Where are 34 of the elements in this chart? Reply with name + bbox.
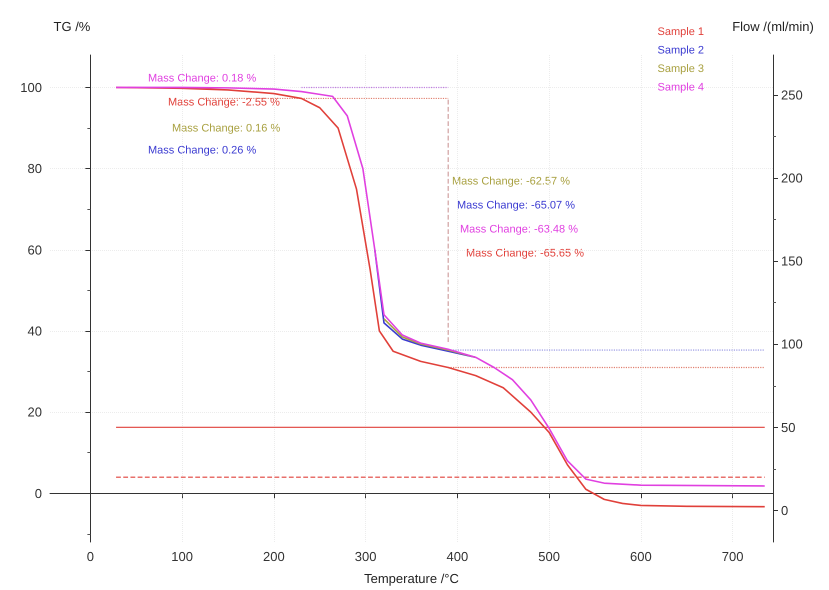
- y-tick-label: 60: [28, 242, 42, 258]
- y-tick-label: 100: [20, 80, 42, 95]
- annotation: Mass Change: -62.57 %: [452, 176, 570, 188]
- y2-tick-label: 100: [781, 336, 803, 352]
- y-tick-label: 40: [28, 323, 42, 338]
- annotation: Mass Change: 0.18 %: [148, 72, 256, 84]
- annotation: Mass Change: -65.07 %: [457, 200, 576, 212]
- x-tick-label: 100: [171, 549, 193, 564]
- x-tick-label: 500: [538, 549, 560, 564]
- text: Sample 4: [658, 82, 704, 94]
- y-axis-title: TG /%: [54, 19, 91, 34]
- y2-tick-label: 250: [781, 87, 803, 102]
- y-tick-label: 0: [34, 486, 42, 501]
- x-tick-label: 0: [86, 549, 94, 564]
- x-tick-label: 200: [263, 549, 285, 564]
- y2-tick-label: 200: [781, 170, 803, 186]
- y2-axis-title: Flow /(ml/min): [732, 19, 814, 34]
- text: Sample 1: [658, 26, 704, 38]
- y2-tick-label: 150: [781, 254, 803, 269]
- y-tick-label: 80: [28, 161, 42, 176]
- x-tick-label: 300: [354, 549, 376, 564]
- y2-tick-label: 50: [781, 420, 796, 435]
- annotation: Mass Change: 0.16 %: [172, 122, 280, 134]
- line-series: [383, 318, 477, 358]
- y2-tick-label: 0: [781, 502, 788, 518]
- text: Sample 3: [658, 63, 704, 75]
- x-tick-label: 700: [722, 549, 744, 564]
- annotation: Mass Change: 0.26 %: [148, 144, 256, 156]
- y-tick-label: 20: [28, 404, 42, 420]
- text: Sample 2: [658, 44, 704, 56]
- annotation: Mass Change: -63.48 %: [460, 224, 578, 236]
- x-tick-label: 400: [446, 549, 468, 564]
- x-axis-title: Temperature /°C: [364, 571, 459, 586]
- x-tick-label: 600: [630, 549, 652, 564]
